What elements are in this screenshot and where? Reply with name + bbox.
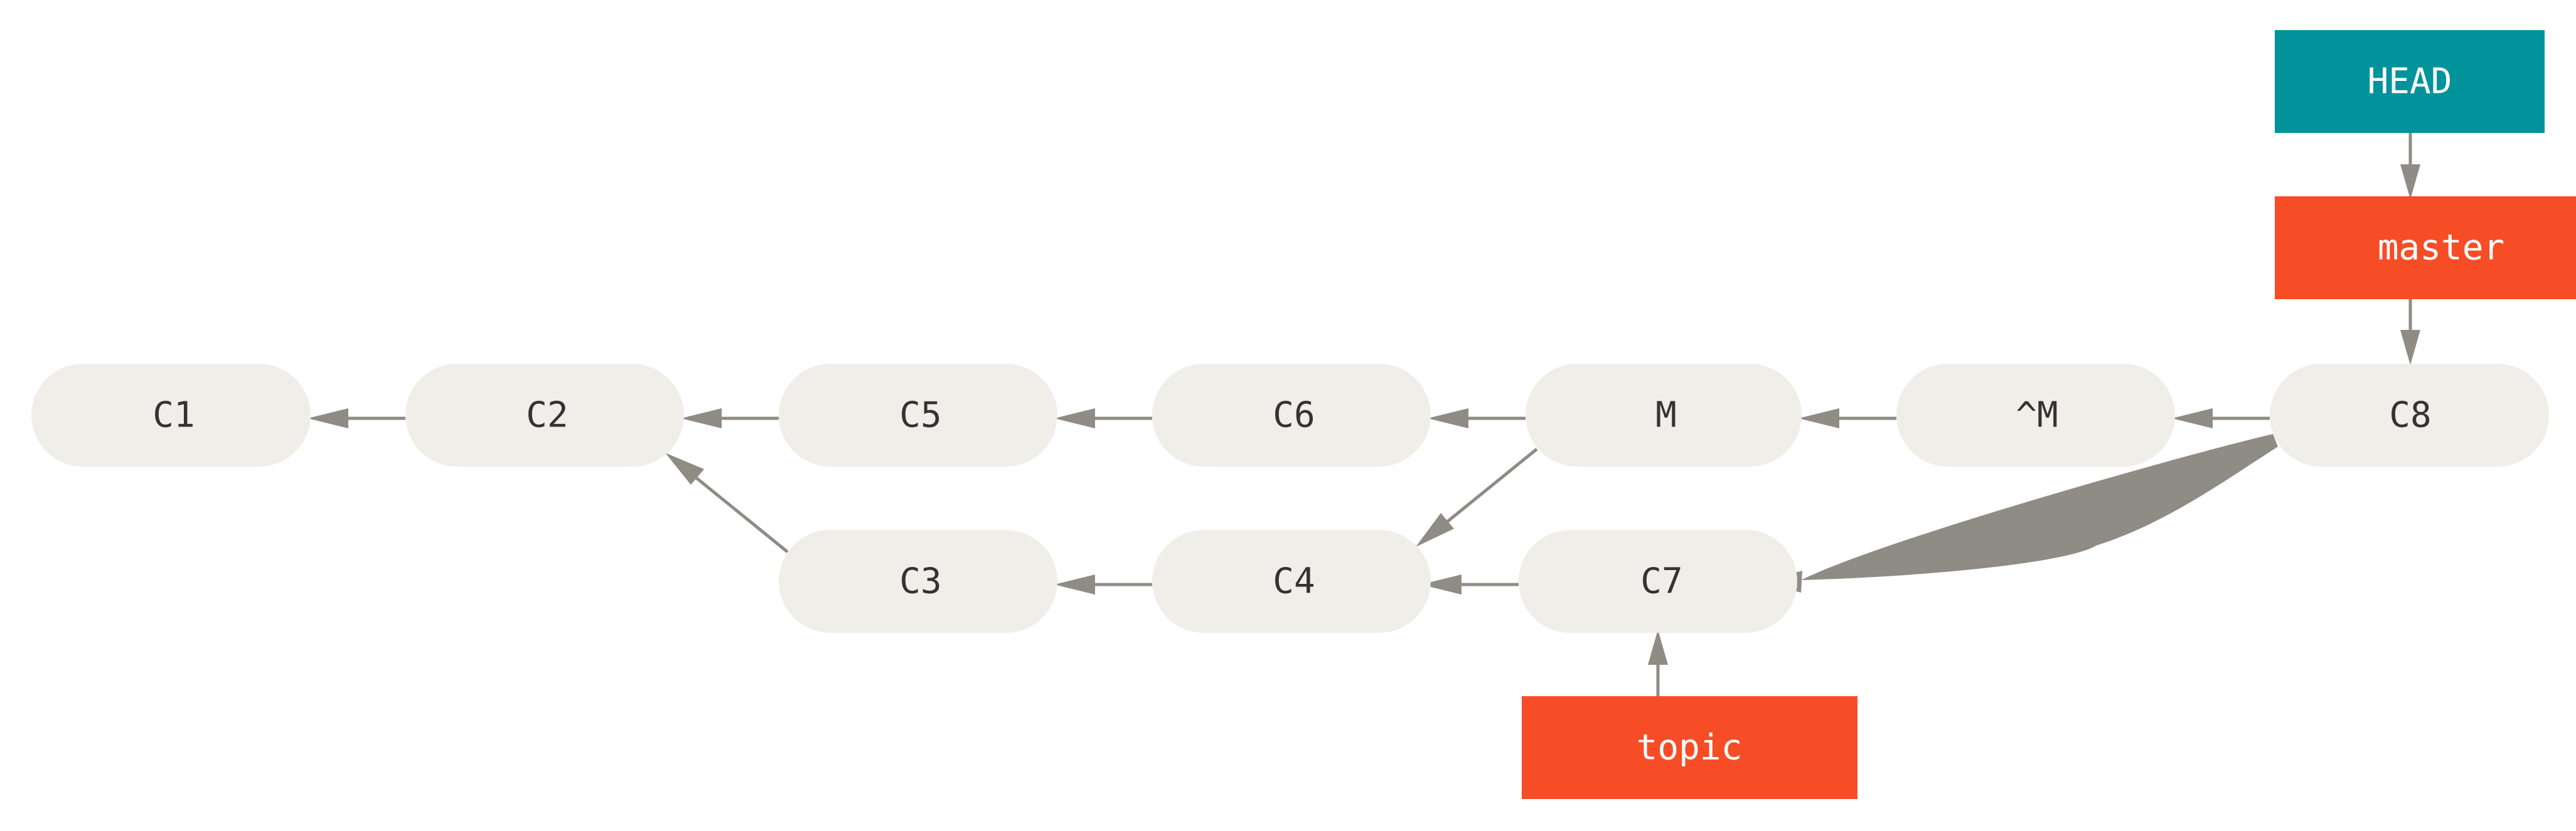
- commit-c7-label: C7: [1640, 561, 1682, 602]
- commit-c6-label: C6: [1273, 395, 1315, 436]
- ref-head-box: [2275, 30, 2545, 133]
- ref-topic-box: [1522, 696, 1857, 799]
- edge-master-to-c8: [2400, 299, 2420, 365]
- commit-m-label: M: [1655, 395, 1677, 436]
- ref-topic: topic: [1522, 696, 1857, 799]
- edge-m-to-c6: [1428, 408, 1526, 428]
- commit-c3: C3: [779, 530, 1057, 633]
- edge-c3-to-c2: [665, 453, 789, 553]
- commit-c8: C8: [2270, 364, 2549, 467]
- commit-c2: C2: [405, 364, 684, 467]
- commit-m: M: [1526, 364, 1802, 467]
- edge-c7-to-c4: [1421, 574, 1519, 595]
- refs: HEAD master topic: [1522, 30, 2576, 799]
- edge-c8-to-revert-m: [2172, 408, 2270, 428]
- ref-master-label: master: [2378, 228, 2504, 268]
- edge-m-to-c4: [1416, 448, 1538, 547]
- commits: C1 C2 C5 C6 M ^M C8 C3: [31, 364, 2549, 633]
- edge-c4-to-c3: [1054, 574, 1152, 595]
- edge-c2-to-c1: [307, 408, 405, 428]
- commit-c1: C1: [31, 364, 311, 467]
- commit-c6: C6: [1152, 364, 1431, 467]
- edge-c6-to-c5: [1054, 408, 1152, 428]
- ref-topic-label: topic: [1637, 728, 1743, 768]
- ref-master: master: [2275, 196, 2576, 299]
- edge-topic-to-c7: [1648, 630, 1668, 696]
- ref-master-box: [2275, 196, 2576, 299]
- commit-revert-m: ^M: [1896, 364, 2175, 467]
- commit-c5-label: C5: [899, 395, 941, 436]
- commit-c2-label: C2: [526, 395, 568, 436]
- ref-head: HEAD: [2275, 30, 2545, 133]
- ref-head-label: HEAD: [2368, 61, 2452, 102]
- edge-revert-m-to-m: [1798, 408, 1896, 428]
- commit-c3-label: C3: [899, 561, 941, 602]
- commit-c1-label: C1: [152, 395, 195, 436]
- commit-c4-label: C4: [1273, 561, 1315, 602]
- edges: [307, 133, 2420, 696]
- commit-c4: C4: [1152, 530, 1431, 633]
- commit-c8-label: C8: [2389, 395, 2431, 436]
- edge-head-to-master: [2400, 133, 2420, 199]
- commit-c5: C5: [779, 364, 1057, 467]
- commit-c7: C7: [1519, 530, 1797, 633]
- commit-revert-m-label: ^M: [2016, 395, 2058, 436]
- edge-c5-to-c2: [681, 408, 779, 428]
